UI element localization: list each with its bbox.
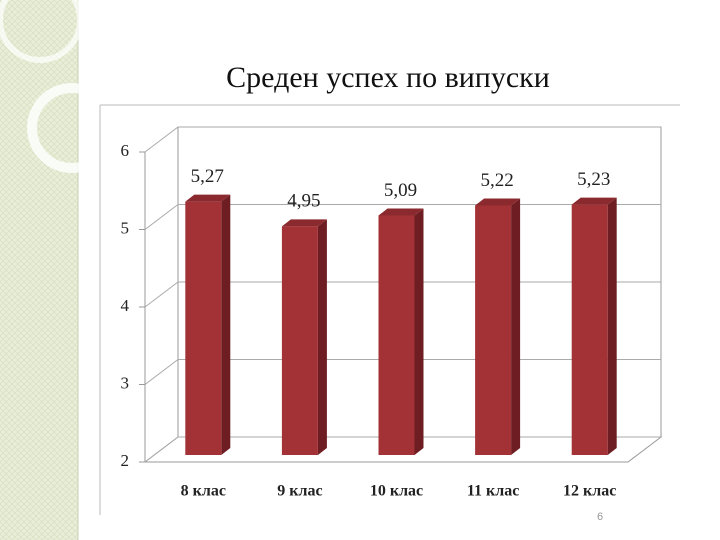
x-tick-label: 11 клас xyxy=(467,483,519,500)
value-label: 5,23 xyxy=(577,169,610,190)
bar-top xyxy=(571,197,617,205)
bar-side xyxy=(511,198,521,455)
bar-top xyxy=(185,194,231,202)
bar xyxy=(475,198,521,455)
y-tick-label: 5 xyxy=(121,218,130,237)
y-tick-label: 4 xyxy=(121,296,130,315)
bar-side xyxy=(317,219,327,455)
bar-front xyxy=(185,201,222,455)
y-tick-label: 2 xyxy=(121,451,130,470)
chart-title: Среден успех по випуски xyxy=(226,61,550,94)
deco-circle xyxy=(27,83,117,173)
bar-top xyxy=(475,198,521,206)
value-label: 5,22 xyxy=(480,170,513,191)
value-label: 5,09 xyxy=(384,180,417,201)
bar xyxy=(185,194,231,455)
bar-front xyxy=(475,205,512,455)
bar-side xyxy=(221,194,231,455)
grid-line xyxy=(144,126,661,153)
bar-side xyxy=(607,197,617,456)
bar xyxy=(281,219,327,455)
bar-top xyxy=(281,219,327,227)
bar-front xyxy=(281,226,318,455)
bar-top xyxy=(378,208,424,216)
bar-front xyxy=(378,215,415,455)
deco-circle xyxy=(0,0,83,63)
x-tick-label: 12 клас xyxy=(563,483,616,500)
y-tick-label: 6 xyxy=(121,141,130,160)
value-label: 4,95 xyxy=(287,191,320,212)
page-number: 6 xyxy=(597,511,603,523)
x-tick-label: 9 клас xyxy=(277,483,322,500)
side-strip xyxy=(0,0,78,540)
bar-front xyxy=(571,204,608,455)
bar xyxy=(571,197,617,456)
bar xyxy=(378,208,424,455)
y-tick-label: 3 xyxy=(121,373,130,392)
x-tick-label: 8 клас xyxy=(181,483,226,500)
value-label: 5,27 xyxy=(191,166,224,187)
bar-side xyxy=(414,208,424,455)
x-tick-label: 10 клас xyxy=(370,483,423,500)
